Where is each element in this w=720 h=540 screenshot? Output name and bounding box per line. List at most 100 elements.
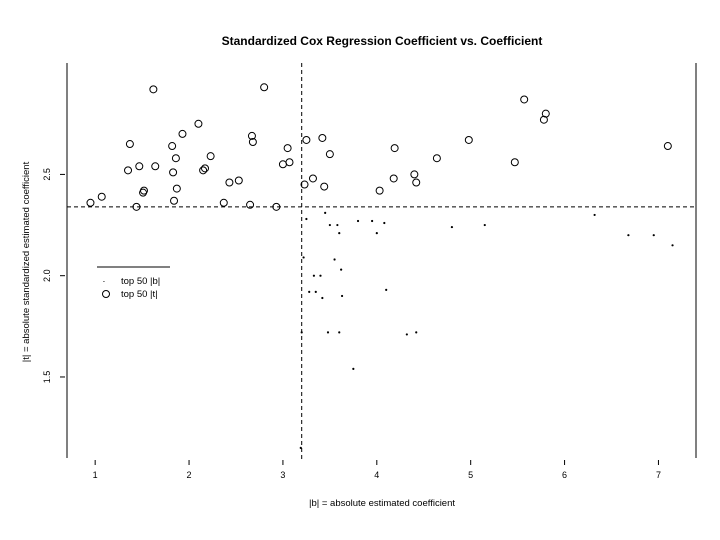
top-t-point [178,129,187,138]
top-t-point [225,178,234,187]
top-t-point [135,162,144,171]
top-t-point [124,166,133,175]
top-b-point [312,274,316,277]
top-t-point [285,158,294,167]
x-axis-label: |b| = absolute estimated coefficient [309,498,455,509]
top-t-point [520,95,529,104]
top-t-point [308,174,317,183]
y-tick-label: 1.5 [42,371,52,384]
y-tick-label: 2.5 [42,168,52,181]
top-t-point [300,180,309,189]
top-t-point [389,174,398,183]
top-t-point [206,152,215,161]
top-t-point [318,133,327,142]
x-tick-label: 4 [374,470,379,480]
top-t-point [272,202,281,211]
top-b-point [405,333,408,336]
top-t-point [234,176,243,185]
top-t-point [325,150,334,159]
top-t-point [375,186,384,195]
top-b-point [338,232,341,235]
top-t-point [201,164,210,173]
top-t-point [171,154,180,163]
top-t-point [432,154,441,163]
top-b-point [302,256,305,259]
chart-title: Standardized Cox Regression Coefficient … [222,34,543,48]
top-b-point [593,213,596,217]
top-t-point [412,178,421,187]
top-t-point [139,186,148,195]
top-t-point [172,184,181,193]
legend-series-1-label: top 50 |b| [121,276,160,287]
top-t-point [320,182,329,191]
top-b-point [483,223,486,227]
top-b-point [340,294,344,298]
legend: · top 50 |b| top 50 |t| [97,266,170,300]
top-b-point [321,296,324,300]
top-t-point [302,135,311,144]
top-t-point [97,192,106,201]
top-t-point [510,158,519,167]
top-t-point [278,160,287,169]
data-points [86,83,674,449]
top-t-point [149,85,158,94]
top-t-point [219,198,228,207]
top-t-point [170,196,179,205]
top-b-point [671,244,674,247]
top-t-point [132,202,141,211]
top-b-point [299,446,302,449]
top-b-point [352,367,355,370]
top-b-point [338,331,341,334]
legend-dot-marker: · [102,276,105,287]
top-t-point [390,144,399,153]
top-b-point [305,217,308,221]
top-t-point [169,168,178,177]
top-b-point [314,290,317,293]
top-b-point [328,223,331,227]
legend-series-2-label: top 50 |t| [121,289,158,300]
top-b-point [375,232,378,235]
top-t-point [247,131,256,140]
top-b-point [627,234,630,237]
top-b-point [383,221,386,225]
top-t-point [125,140,134,149]
top-t-point [168,142,177,151]
top-b-point [308,290,311,293]
top-t-point [541,109,550,118]
axes-frame [66,63,697,458]
top-b-point [336,223,339,227]
top-t-point [246,200,255,209]
x-tick-label: 6 [562,470,567,480]
y-axis-label: |t| = absolute standardized estimated co… [21,161,32,362]
top-b-point [333,258,336,261]
top-t-point [248,138,257,146]
x-tick-label: 2 [187,470,192,480]
top-t-point [283,144,292,153]
reference-lines [67,63,696,460]
top-t-point [151,162,160,171]
top-b-point [415,331,418,334]
x-tick-label: 5 [468,470,473,480]
top-b-point [371,219,374,223]
top-b-point [326,331,330,334]
top-t-point [663,142,672,151]
top-b-point [340,268,343,271]
top-t-point [86,198,95,207]
x-axis-ticks: 1 2 3 4 5 6 7 [93,460,661,480]
top-t-point [194,119,203,128]
top-b-point [300,331,303,334]
top-t-point [410,170,419,179]
top-b-point [450,225,454,229]
top-b-point [385,288,388,291]
top-b-point [319,274,322,277]
y-tick-label: 2.0 [42,269,52,282]
top-t-point [260,83,269,92]
top-t-point [464,135,473,144]
x-tick-label: 3 [280,470,285,480]
legend-circle-marker [102,290,110,298]
x-tick-label: 7 [656,470,661,480]
x-tick-label: 1 [93,470,98,480]
y-axis-ticks: 1.5 2.0 2.5 [42,168,65,383]
top-b-point [324,211,327,214]
